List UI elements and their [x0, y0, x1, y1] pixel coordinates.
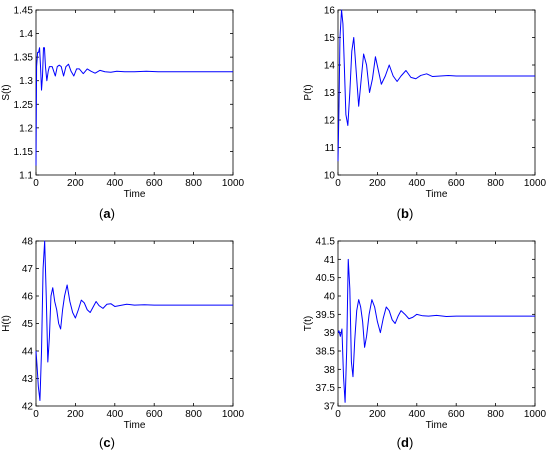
y-tick-label: 39	[324, 328, 336, 339]
y-tick-label: 1.1	[19, 171, 33, 182]
y-tick-label: 37.5	[316, 383, 336, 394]
y-tick-label: 1.2	[19, 123, 33, 134]
x-tick-label: 1000	[524, 178, 547, 189]
series-line	[35, 47, 233, 166]
axes-frame	[35, 240, 234, 407]
y-axis-label: S(t)	[1, 84, 12, 100]
x-tick-label: 600	[448, 409, 465, 420]
y-tick-label: 16	[324, 6, 336, 17]
axes-frame	[337, 9, 536, 176]
series-line	[337, 258, 535, 403]
x-tick-label: 600	[146, 178, 163, 189]
series-line	[337, 9, 535, 162]
panel-letter: b	[401, 206, 409, 221]
x-tick-label: 200	[67, 178, 84, 189]
series-line	[35, 240, 233, 401]
panel-d: 0 200 400 600 800 1000 37 37.5 38 38.5 39 39.5 40 40.…	[303, 237, 547, 451]
panel-caption: (c)	[99, 435, 115, 450]
y-tick-label: 45	[22, 319, 34, 330]
x-tick-label: 1000	[222, 409, 245, 420]
panel-c: 0 200 400 600 800 1000 42 43 44 45 46 47 48 Time H(t) (…	[1, 237, 245, 451]
y-axis-label: H(t)	[1, 315, 12, 332]
y-tick-label: 42	[22, 402, 34, 413]
panel-b: 0 200 400 600 800 1000 10 11 12 13 14 15 16 Time P(t) (…	[303, 6, 547, 222]
x-tick-label: 0	[335, 178, 341, 189]
y-tick-label: 47	[22, 264, 34, 275]
axes-frame	[35, 9, 234, 176]
y-tick-label: 41.5	[316, 237, 336, 248]
y-tick-label: 1.3	[19, 76, 33, 87]
x-tick-label: 800	[185, 409, 202, 420]
y-tick-label: 1.4	[19, 29, 33, 40]
y-tick-label: 11	[325, 143, 336, 154]
y-tick-label: 41	[324, 255, 336, 266]
axes-frame	[337, 240, 536, 407]
y-tick-label: 46	[22, 292, 34, 303]
y-tick-label: 39.5	[316, 310, 336, 321]
x-tick-label: 800	[185, 178, 202, 189]
panel-letter: a	[103, 206, 111, 221]
panel-caption: (d)	[397, 435, 414, 450]
y-tick-label: 48	[22, 237, 34, 248]
x-tick-label: 800	[487, 178, 504, 189]
panel-a: 0 200 400 600 800 1000 1.1 1.15 1.2 1.25 1.3 1.35 1.…	[1, 6, 245, 222]
panel-letter: c	[103, 435, 110, 450]
y-axis-label: T(t)	[303, 316, 314, 332]
x-tick-label: 400	[106, 409, 123, 420]
y-tick-label: 43	[22, 374, 34, 385]
x-tick-label: 200	[369, 178, 386, 189]
x-axis-label: Time	[426, 420, 448, 431]
y-tick-label: 40.5	[316, 273, 336, 284]
y-tick-label: 38.5	[316, 347, 336, 358]
x-tick-label: 600	[448, 178, 465, 189]
x-tick-label: 400	[408, 409, 425, 420]
y-tick-label: 13	[324, 88, 336, 99]
y-tick-label: 1.35	[14, 53, 34, 64]
y-axis-label: P(t)	[303, 84, 314, 100]
x-tick-label: 1000	[222, 178, 245, 189]
x-axis-label: Time	[426, 189, 448, 200]
y-tick-label: 40	[324, 292, 336, 303]
panel-caption: (a)	[99, 206, 115, 221]
x-axis-label: Time	[124, 189, 146, 200]
y-tick-label: 1.15	[14, 147, 34, 158]
y-tick-label: 15	[324, 33, 336, 44]
x-axis-label: Time	[124, 420, 146, 431]
x-tick-label: 600	[146, 409, 163, 420]
y-tick-label: 44	[22, 347, 34, 358]
x-tick-label: 0	[335, 409, 341, 420]
y-tick-label: 1.25	[14, 100, 34, 111]
x-tick-label: 200	[67, 409, 84, 420]
x-tick-label: 1000	[524, 409, 547, 420]
y-tick-label: 37	[324, 402, 336, 413]
y-tick-label: 10	[324, 171, 336, 182]
x-tick-label: 0	[33, 409, 39, 420]
panel-caption: (b)	[397, 206, 414, 221]
x-tick-label: 0	[33, 178, 39, 189]
y-tick-label: 38	[324, 365, 336, 376]
y-tick-label: 14	[324, 61, 336, 72]
x-tick-label: 400	[106, 178, 123, 189]
y-tick-label: 12	[324, 116, 336, 127]
x-tick-label: 200	[369, 409, 386, 420]
panel-letter: d	[401, 435, 409, 450]
x-tick-label: 400	[408, 178, 425, 189]
x-tick-label: 800	[487, 409, 504, 420]
y-tick-label: 1.45	[14, 6, 34, 17]
